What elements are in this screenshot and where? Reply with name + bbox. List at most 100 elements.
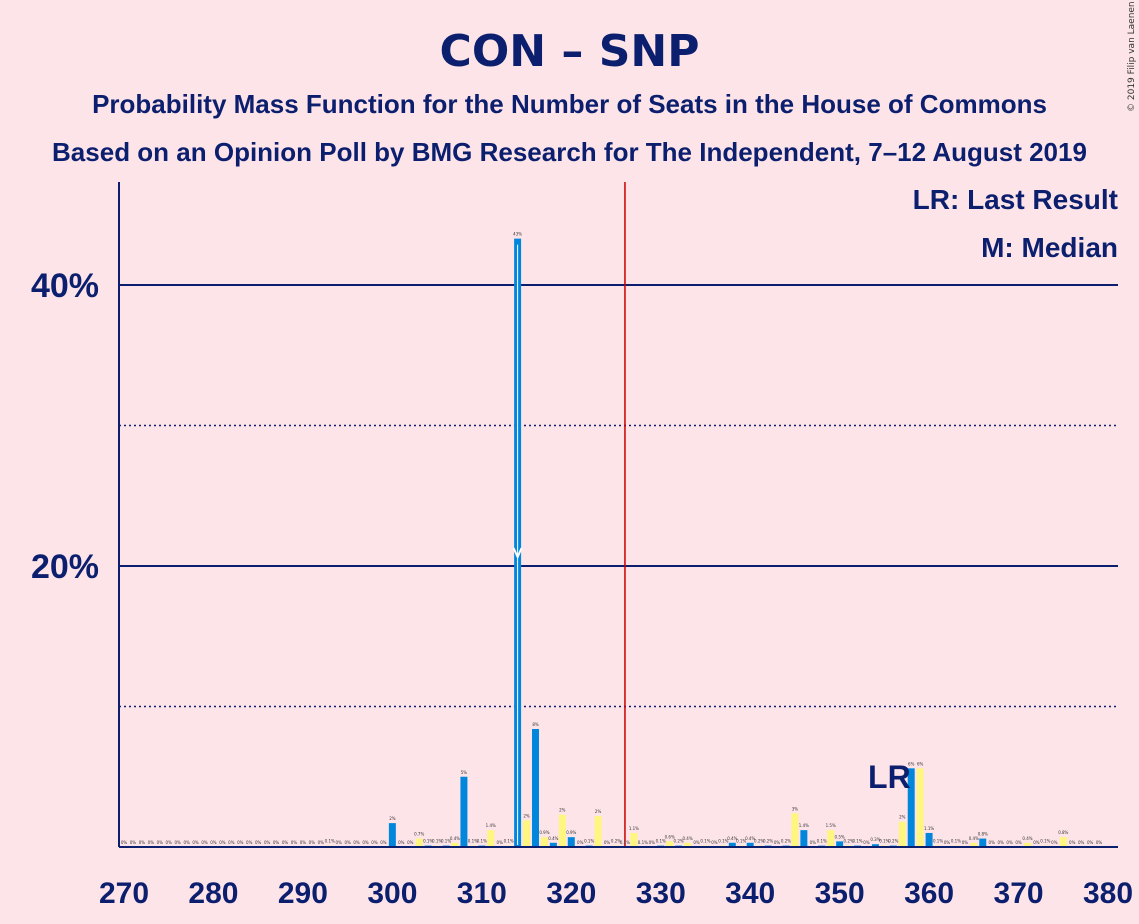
data-label: 0% xyxy=(157,840,164,845)
data-label: 0% xyxy=(139,840,146,845)
data-label: 0.3% xyxy=(870,837,880,842)
data-label: 0% xyxy=(174,840,181,845)
data-label: 0% xyxy=(148,840,155,845)
x-tick-label: 380 xyxy=(1083,877,1133,910)
x-tick-label: 350 xyxy=(815,877,865,910)
data-label: 0% xyxy=(228,840,235,845)
data-label: 3% xyxy=(792,806,799,811)
data-label: 0% xyxy=(810,840,817,845)
x-tick-label: 340 xyxy=(725,877,775,910)
data-label: 0.1% xyxy=(933,839,943,844)
snp-bar xyxy=(791,813,799,847)
snp-bar xyxy=(666,841,674,847)
data-label: 0.2% xyxy=(611,839,621,844)
data-label: 0.7% xyxy=(414,832,424,837)
data-label: 1.5% xyxy=(826,823,836,828)
data-label: 0.4% xyxy=(745,836,755,841)
data-label: 0.1% xyxy=(504,839,514,844)
data-label: 1.4% xyxy=(799,823,809,828)
data-label: 0% xyxy=(237,840,244,845)
data-label: 43% xyxy=(513,232,522,237)
data-label: 0.4% xyxy=(548,836,558,841)
data-label: 0% xyxy=(318,840,325,845)
legend-last-result: LR: Last Result xyxy=(913,184,1118,215)
data-label: 2% xyxy=(899,815,906,820)
data-label: 0.1% xyxy=(432,839,442,844)
data-label: 8% xyxy=(532,722,539,727)
con-bar xyxy=(460,776,468,847)
data-label: 0.2% xyxy=(754,839,764,844)
data-label: 0.9% xyxy=(539,830,549,835)
data-labels-layer: 0% 0% 0% 0% 0% 0% 0% 0% 0% 0% 0% 0% 0% 0% 0%2%0% 0.1% 0.… xyxy=(121,232,1103,845)
con-bar xyxy=(388,823,396,847)
x-tick-label: 300 xyxy=(367,877,417,910)
median-marker-icon xyxy=(512,547,523,560)
data-label: 0% xyxy=(353,840,360,845)
data-label: 0% xyxy=(398,840,405,845)
con-bar xyxy=(979,838,987,847)
data-label: 0.2% xyxy=(781,839,791,844)
data-label: 2% xyxy=(389,816,396,821)
data-label: 0% xyxy=(130,840,137,845)
data-label: 0.4% xyxy=(727,836,737,841)
con-bar xyxy=(925,832,933,847)
data-label: 6% xyxy=(908,761,915,766)
data-label: 0.1% xyxy=(852,839,862,844)
data-label: 0% xyxy=(1015,840,1022,845)
snp-bar xyxy=(594,816,602,847)
data-label: 0% xyxy=(210,840,217,845)
snp-bar xyxy=(898,821,906,847)
data-label: 1.1% xyxy=(924,826,934,831)
con-bar xyxy=(836,841,844,847)
data-label: 0% xyxy=(255,840,262,845)
data-label: 0.1% xyxy=(736,839,746,844)
con-bar xyxy=(549,842,557,847)
data-label: 0% xyxy=(371,840,378,845)
data-label: 0% xyxy=(219,840,226,845)
data-label: 0% xyxy=(962,840,969,845)
data-label: 0% xyxy=(282,840,289,845)
data-label: 0.2% xyxy=(763,839,773,844)
data-label: 0.1% xyxy=(1040,839,1050,844)
data-label: 0% xyxy=(344,840,351,845)
data-label: 0.1% xyxy=(423,839,433,844)
data-label: 0% xyxy=(1033,840,1040,845)
snp-bar xyxy=(1024,842,1031,847)
data-label: 0.1% xyxy=(700,839,710,844)
data-label: 0.8% xyxy=(978,832,988,837)
con-bar xyxy=(800,830,808,847)
data-label: 0% xyxy=(693,840,700,845)
data-label: 0.1% xyxy=(620,840,630,845)
data-label: 2% xyxy=(523,813,530,818)
y-tick-label: 40% xyxy=(31,267,99,305)
data-label: 0% xyxy=(183,840,190,845)
x-tick-label: 280 xyxy=(188,877,238,910)
con-bar xyxy=(871,844,879,847)
data-label: 0% xyxy=(997,840,1004,845)
snp-bar xyxy=(523,820,531,847)
data-label: 0% xyxy=(246,840,253,845)
con-bar xyxy=(907,768,915,847)
data-label: 0% xyxy=(989,840,996,845)
data-label: 1.1% xyxy=(629,826,639,831)
snp-bar xyxy=(415,838,423,847)
snp-bar xyxy=(451,842,459,847)
data-label: 0.1% xyxy=(951,839,961,844)
data-label: 0.1% xyxy=(441,839,451,844)
y-tick-label: 20% xyxy=(31,548,99,586)
chart-title: CON – SNP xyxy=(440,26,700,77)
data-label: 2% xyxy=(559,808,566,813)
snp-bar xyxy=(1059,837,1067,847)
snp-bar xyxy=(970,842,978,847)
data-label: 0% xyxy=(1087,840,1094,845)
data-label: 0% xyxy=(309,840,316,845)
data-label: 1.4% xyxy=(486,823,496,828)
con-bar xyxy=(728,842,736,847)
data-label: 0.8% xyxy=(1058,830,1068,835)
data-label: 0.1% xyxy=(468,839,478,844)
x-tick-label: 360 xyxy=(904,877,954,910)
x-tick-label: 370 xyxy=(994,877,1044,910)
data-label: 0.9% xyxy=(566,830,576,835)
snp-bar xyxy=(630,832,638,847)
